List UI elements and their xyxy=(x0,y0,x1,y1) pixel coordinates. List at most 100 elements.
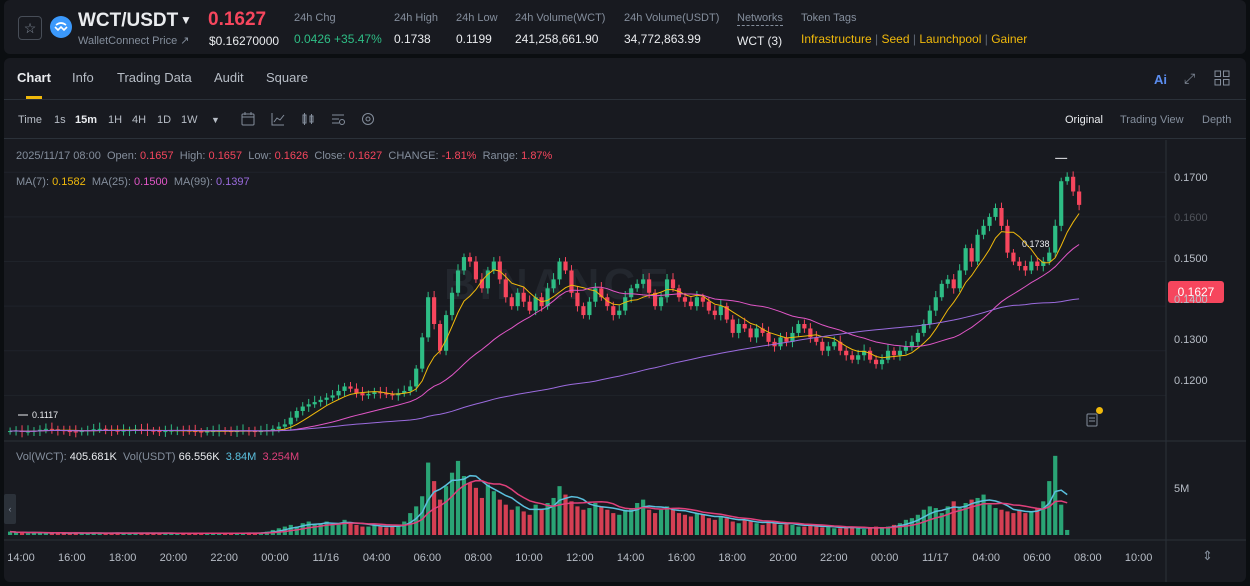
volume-bar xyxy=(181,533,186,535)
candle-body xyxy=(939,283,944,298)
tab-square[interactable]: Square xyxy=(266,70,308,85)
x-tick-label: 12:00 xyxy=(566,552,594,564)
tag-launchpool[interactable]: Launchpool xyxy=(919,32,982,46)
candle-body xyxy=(521,292,526,302)
candle-type-icon[interactable] xyxy=(300,111,316,127)
vol-ma1-value: 3.84M xyxy=(225,451,257,463)
axis-scale-icon[interactable]: ⇕ xyxy=(1202,548,1213,563)
volume-bar xyxy=(485,484,490,535)
tab-trading-data[interactable]: Trading Data xyxy=(117,70,192,85)
pair-name[interactable]: WCT/USDT xyxy=(78,10,179,31)
volume-bar xyxy=(670,509,676,535)
y-tick-label: 0.1700 xyxy=(1174,172,1208,184)
last-price: 0.1627 xyxy=(208,9,267,30)
volume-bar xyxy=(688,516,694,535)
volume-bar xyxy=(193,533,198,535)
chart-panel: Chart Info Trading Data Audit Square Ai … xyxy=(4,58,1246,582)
legend-close-label: Close: xyxy=(314,150,346,162)
stat-value: 0.0426 +35.47% xyxy=(294,32,382,46)
stat-24h-high: 24h High 0.1738 xyxy=(394,12,438,46)
candle-body xyxy=(957,270,962,289)
chart-settings-list-icon[interactable] xyxy=(330,111,346,127)
candle-body xyxy=(55,429,60,431)
settings-gear-icon[interactable] xyxy=(360,111,376,127)
tab-info[interactable]: Info xyxy=(72,70,94,85)
timeframe-1d[interactable]: 1D xyxy=(157,114,172,126)
view-original[interactable]: Original xyxy=(1065,114,1103,126)
volume-bar xyxy=(1053,455,1058,535)
volume-bar xyxy=(879,527,885,535)
volume-bar xyxy=(234,533,240,535)
volume-bar xyxy=(664,506,670,535)
ai-icon[interactable]: Ai xyxy=(1154,72,1167,87)
candle-body xyxy=(1029,261,1034,271)
candle-body xyxy=(891,350,897,356)
pair-dropdown-caret-icon[interactable]: ▼ xyxy=(180,13,192,27)
favorite-star-icon[interactable]: ☆ xyxy=(18,16,42,40)
candle-body xyxy=(873,359,879,365)
timeframe-4h[interactable]: 4H xyxy=(132,114,147,126)
volume-bar xyxy=(545,503,550,535)
volume-bar xyxy=(8,531,13,535)
scroll-left-handle-icon[interactable]: ‹ xyxy=(4,494,16,524)
ma7-value: 0.1582 xyxy=(52,176,86,188)
candle-body xyxy=(324,397,329,400)
view-depth[interactable]: Depth xyxy=(1202,114,1232,126)
chart-canvas[interactable] xyxy=(4,140,1246,582)
tag-seed[interactable]: Seed xyxy=(881,32,910,46)
stat-label: 24h High xyxy=(394,12,439,24)
candle-body xyxy=(390,394,395,396)
volume-bar xyxy=(730,521,735,535)
candlestick-chart[interactable]: BINANCE 2025/11/17 08:00 Open: 0.1657 Hi… xyxy=(4,140,1246,582)
volume-bar xyxy=(760,524,765,535)
timeframe-1s[interactable]: 1s xyxy=(54,114,66,126)
volume-bar xyxy=(623,509,628,535)
volume-bar xyxy=(903,519,909,535)
volume-bar xyxy=(455,460,461,535)
layout-grid-icon[interactable] xyxy=(1214,70,1230,91)
volume-bar xyxy=(1017,509,1022,535)
token-tags-list[interactable]: Infrastructure | Seed | Launchpool | Gai… xyxy=(801,32,1028,46)
candle-body xyxy=(1035,261,1040,266)
candle-body xyxy=(921,324,926,333)
price-link[interactable]: WalletConnect Price ↗ xyxy=(78,35,190,47)
stat-networks[interactable]: Networks WCT (3) xyxy=(737,12,783,48)
legend-high: 0.1657 xyxy=(208,150,243,162)
volume-bar xyxy=(1005,511,1010,535)
notification-dot xyxy=(1096,407,1103,414)
volume-bar xyxy=(927,506,932,535)
tab-chart[interactable]: Chart xyxy=(17,70,51,85)
tag-infrastructure[interactable]: Infrastructure xyxy=(801,32,872,46)
candle-body xyxy=(981,225,986,235)
timeframe-1w[interactable]: 1W xyxy=(181,114,198,126)
volume-bar xyxy=(420,496,425,535)
vol-usdt-label: Vol(USDT) xyxy=(123,451,176,463)
volume-bar xyxy=(109,533,114,535)
volume-bar xyxy=(211,533,216,535)
timeframe-time[interactable]: Time xyxy=(18,114,43,126)
tag-gainer[interactable]: Gainer xyxy=(991,32,1028,46)
timeframe-15m[interactable]: 15m xyxy=(75,114,98,126)
candle-body xyxy=(581,306,586,316)
ma25-value: 0.1500 xyxy=(134,176,168,188)
volume-bar xyxy=(479,497,484,535)
view-trading-view[interactable]: Trading View xyxy=(1120,114,1184,126)
more-timeframes-caret-icon[interactable]: ▼ xyxy=(211,115,220,125)
tab-audit[interactable]: Audit xyxy=(214,70,244,85)
candle-body xyxy=(157,431,162,433)
volume-bar xyxy=(587,508,592,535)
volume-bar xyxy=(360,526,365,535)
y-tick-label: 0.1500 xyxy=(1174,253,1208,265)
ma-legend: MA(7): 0.1582 MA(25): 0.1500 MA(99): 0.1… xyxy=(16,176,250,188)
stat-24h-change: 24h Chg 0.0426 +35.47% xyxy=(294,12,382,46)
volume-bar xyxy=(157,533,162,535)
candle-body xyxy=(641,279,646,284)
legend-low: 0.1626 xyxy=(274,150,309,162)
notes-icon[interactable] xyxy=(1084,412,1100,428)
indicators-icon[interactable] xyxy=(270,111,286,127)
volume-bar xyxy=(963,503,968,535)
candle-body xyxy=(563,261,568,271)
timeframe-1h[interactable]: 1H xyxy=(108,114,123,126)
calendar-icon[interactable] xyxy=(240,111,256,127)
fullscreen-icon[interactable]: ⤢ xyxy=(1184,70,1196,86)
